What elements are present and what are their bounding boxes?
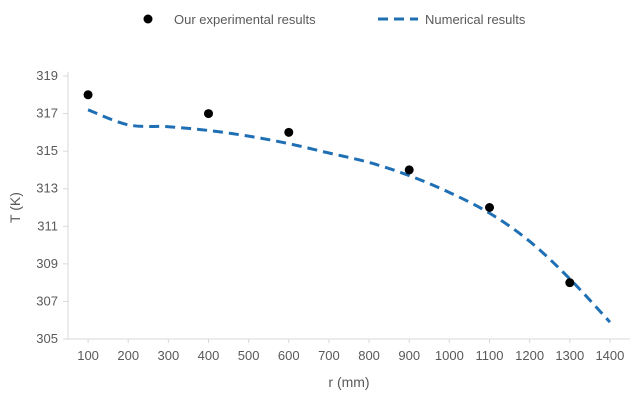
y-tick-label: 317 [36,106,58,121]
x-tick-label: 1000 [435,348,464,363]
plot-area [83,90,612,324]
x-tick-label: 1400 [595,348,624,363]
x-tick-label: 300 [158,348,180,363]
experimental-point [83,90,93,100]
x-axis-title: r (mm) [328,374,369,390]
legend: Our experimental results Numerical result… [143,12,526,27]
legend-label-numerical: Numerical results [425,12,526,27]
x-tick-label: 200 [117,348,139,363]
y-tick-label: 305 [36,331,58,346]
experimental-point [404,165,414,175]
y-tick-label: 319 [36,68,58,83]
y-tick-label: 313 [36,181,58,196]
x-tick-label: 900 [398,348,420,363]
legend-marker-experimental [143,14,153,24]
x-tick-label: 500 [238,348,260,363]
numerical-results-line [87,108,612,324]
y-tick-label: 311 [37,218,58,233]
x-tick-label: 100 [77,348,99,363]
experimental-point [284,127,294,137]
x-tick-label: 1200 [515,348,544,363]
x-tick-label: 600 [278,348,300,363]
legend-label-experimental: Our experimental results [174,12,316,27]
axes: 305 307 309 311 313 315 317 319 100 200 300 400 500 6… [7,68,630,390]
x-tick-label: 700 [318,348,340,363]
x-tick-label: 1100 [476,348,504,363]
experimental-point [485,203,494,212]
experimental-point [204,109,213,119]
x-tick-label: 400 [198,348,220,363]
x-tick-label: 1300 [555,348,584,363]
y-axis-title: T (K) [7,192,23,223]
x-tick-label: 800 [358,348,380,363]
y-tick-label: 309 [36,256,58,271]
y-tick-label: 307 [36,293,58,308]
y-tick-label: 315 [36,143,58,158]
experimental-point [565,278,575,288]
